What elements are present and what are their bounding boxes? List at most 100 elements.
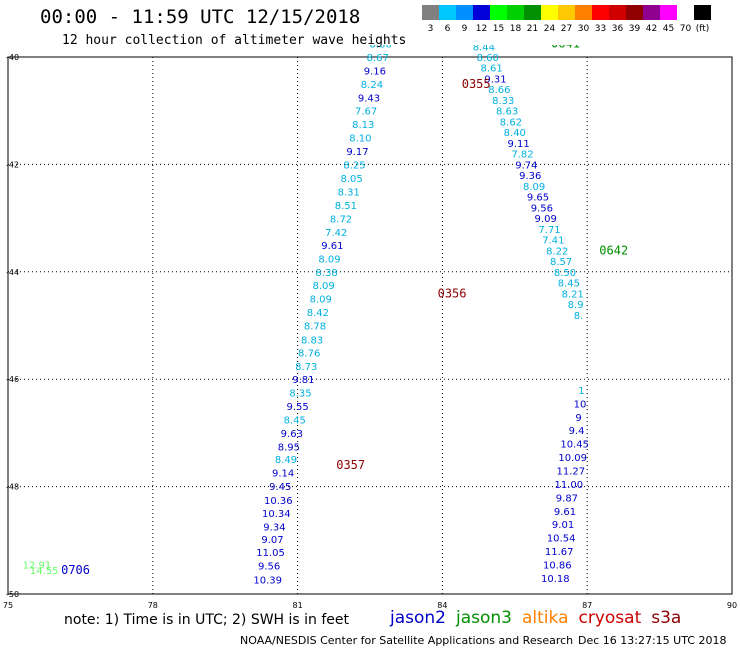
legend-swatch	[507, 5, 524, 20]
swh-value: 9.81	[292, 375, 314, 386]
data-layer: 10.39 9.56 11.05 9.07 9.34 10.34 10.36 9.45 9.14…	[23, 0, 629, 587]
swh-value: 10.86	[543, 560, 572, 571]
y-tick-label: -42	[6, 160, 19, 169]
swh-value: 8.33	[492, 96, 514, 107]
time-label: 0641	[551, 37, 580, 51]
swh-value: 11.05	[256, 548, 285, 559]
swh-value: 10.09	[558, 453, 587, 464]
legend-label: 45	[662, 24, 675, 34]
legend-swatch	[558, 5, 575, 20]
swh-value: 9.65	[527, 193, 549, 204]
swh-value: 9.61	[321, 241, 343, 252]
y-tick-label: -50	[6, 590, 19, 599]
legend-label: 18	[509, 24, 522, 34]
legend-label: 15	[492, 24, 505, 34]
swh-value: 9.43	[358, 93, 380, 104]
swh-value: 9.11	[508, 139, 530, 150]
swh-value: 7.93	[461, 10, 483, 21]
swh-value: 8.09	[318, 254, 340, 265]
chart-subtitle: 12 hour collection of altimeter wave hei…	[62, 33, 407, 48]
swh-value: 9.45	[269, 482, 291, 493]
legend-label: 24	[543, 24, 556, 34]
legend-swatch	[524, 5, 541, 20]
legend-label: 27	[560, 24, 573, 34]
swh-value: 8.85	[469, 32, 491, 43]
swh-value: 8.57	[550, 257, 572, 268]
legend-label: 12	[475, 24, 488, 34]
swh-value: 9.56	[531, 203, 553, 214]
x-tick-label: 78	[148, 601, 158, 610]
x-tick-label: 90	[727, 601, 737, 610]
swh-value: 10.36	[264, 496, 293, 507]
swh-value: 8.21	[562, 289, 584, 300]
legend-swatch	[677, 5, 694, 20]
x-tick-label: 84	[437, 601, 447, 610]
swh-value: 8.24	[361, 80, 383, 91]
swh-value: 9.4	[569, 426, 585, 437]
time-label: 0357	[336, 458, 365, 472]
chart-title: 00:00 - 11:59 UTC 12/15/2018	[40, 6, 361, 28]
footer-credit: NOAA/NESDIS Center for Satellite Applica…	[240, 634, 574, 647]
legend-label: 30	[577, 24, 590, 34]
legend-label: 3	[427, 24, 434, 34]
swh-value: 9.14	[272, 469, 294, 480]
swh-value: 7.41	[542, 236, 564, 247]
legend-swatch	[609, 5, 626, 20]
swh-value: 9.17	[346, 147, 368, 158]
swh-value: 9.07	[261, 535, 283, 546]
swh-value: 8.73	[295, 362, 317, 373]
swh-value: 7.71	[538, 225, 560, 236]
swh-value: 8.66	[369, 40, 391, 51]
swh-value: 8.60	[477, 53, 499, 64]
swh-value: 9.42	[378, 0, 400, 10]
y-tick-label: -44	[6, 268, 19, 277]
legend-label: 9	[461, 24, 468, 34]
swh-value: 10.18	[541, 574, 570, 585]
swh-value: 9.61	[554, 507, 576, 518]
swh-value: 9.63	[281, 429, 303, 440]
legend-swatch	[541, 5, 558, 20]
time-label: 0640	[539, 0, 568, 10]
y-tick-label: -46	[6, 375, 19, 384]
swh-value: 8.72	[330, 215, 352, 226]
swh-value: 9.34	[263, 522, 285, 533]
swh-value: 8.76	[298, 348, 320, 359]
swh-value: 8.42	[307, 308, 329, 319]
time-label: 0706	[61, 563, 90, 577]
legend-swatch	[660, 5, 677, 20]
swh-value: 9.56	[258, 562, 280, 573]
swh-value: 8.63	[496, 107, 518, 118]
swh-value: 11.67	[545, 547, 574, 558]
swh-value: 8.09	[523, 182, 545, 193]
swh-value: 12.91	[23, 560, 52, 571]
legend-label: 42	[645, 24, 658, 34]
swh-value: 9.55	[286, 402, 308, 413]
swh-value: 7.82	[511, 150, 533, 161]
legend-swatch	[626, 5, 643, 20]
swh-value: 8.50	[554, 268, 576, 279]
swh-value: 9.36	[519, 171, 541, 182]
legend-label: 21	[526, 24, 539, 34]
note-text: note: 1) Time is in UTC; 2) SWH is in fe…	[64, 612, 350, 628]
legend-swatch	[439, 5, 456, 20]
swh-value: 11.00	[555, 480, 584, 491]
y-tick-label: -48	[6, 483, 19, 492]
swh-value: 1	[578, 386, 584, 397]
legend-label: 33	[594, 24, 607, 34]
swh-value: 8.9	[568, 300, 584, 311]
legend-swatch	[490, 5, 507, 20]
swh-value: 8.01	[465, 21, 487, 32]
swh-value: 8.67	[367, 53, 389, 64]
swh-value: 9.87	[556, 493, 578, 504]
legend-swatch	[643, 5, 660, 20]
swh-value: 9.16	[364, 66, 386, 77]
time-label: 0354	[447, 0, 476, 10]
swh-value: 7.67	[355, 107, 377, 118]
swh-value: 9	[575, 413, 581, 424]
legend-label: (ft)	[695, 24, 710, 34]
swh-value: 9.09	[535, 214, 557, 225]
time-label: 0356	[438, 286, 467, 300]
satellite-jason3: jason3	[456, 608, 512, 628]
swh-value: 8.95	[278, 442, 300, 453]
